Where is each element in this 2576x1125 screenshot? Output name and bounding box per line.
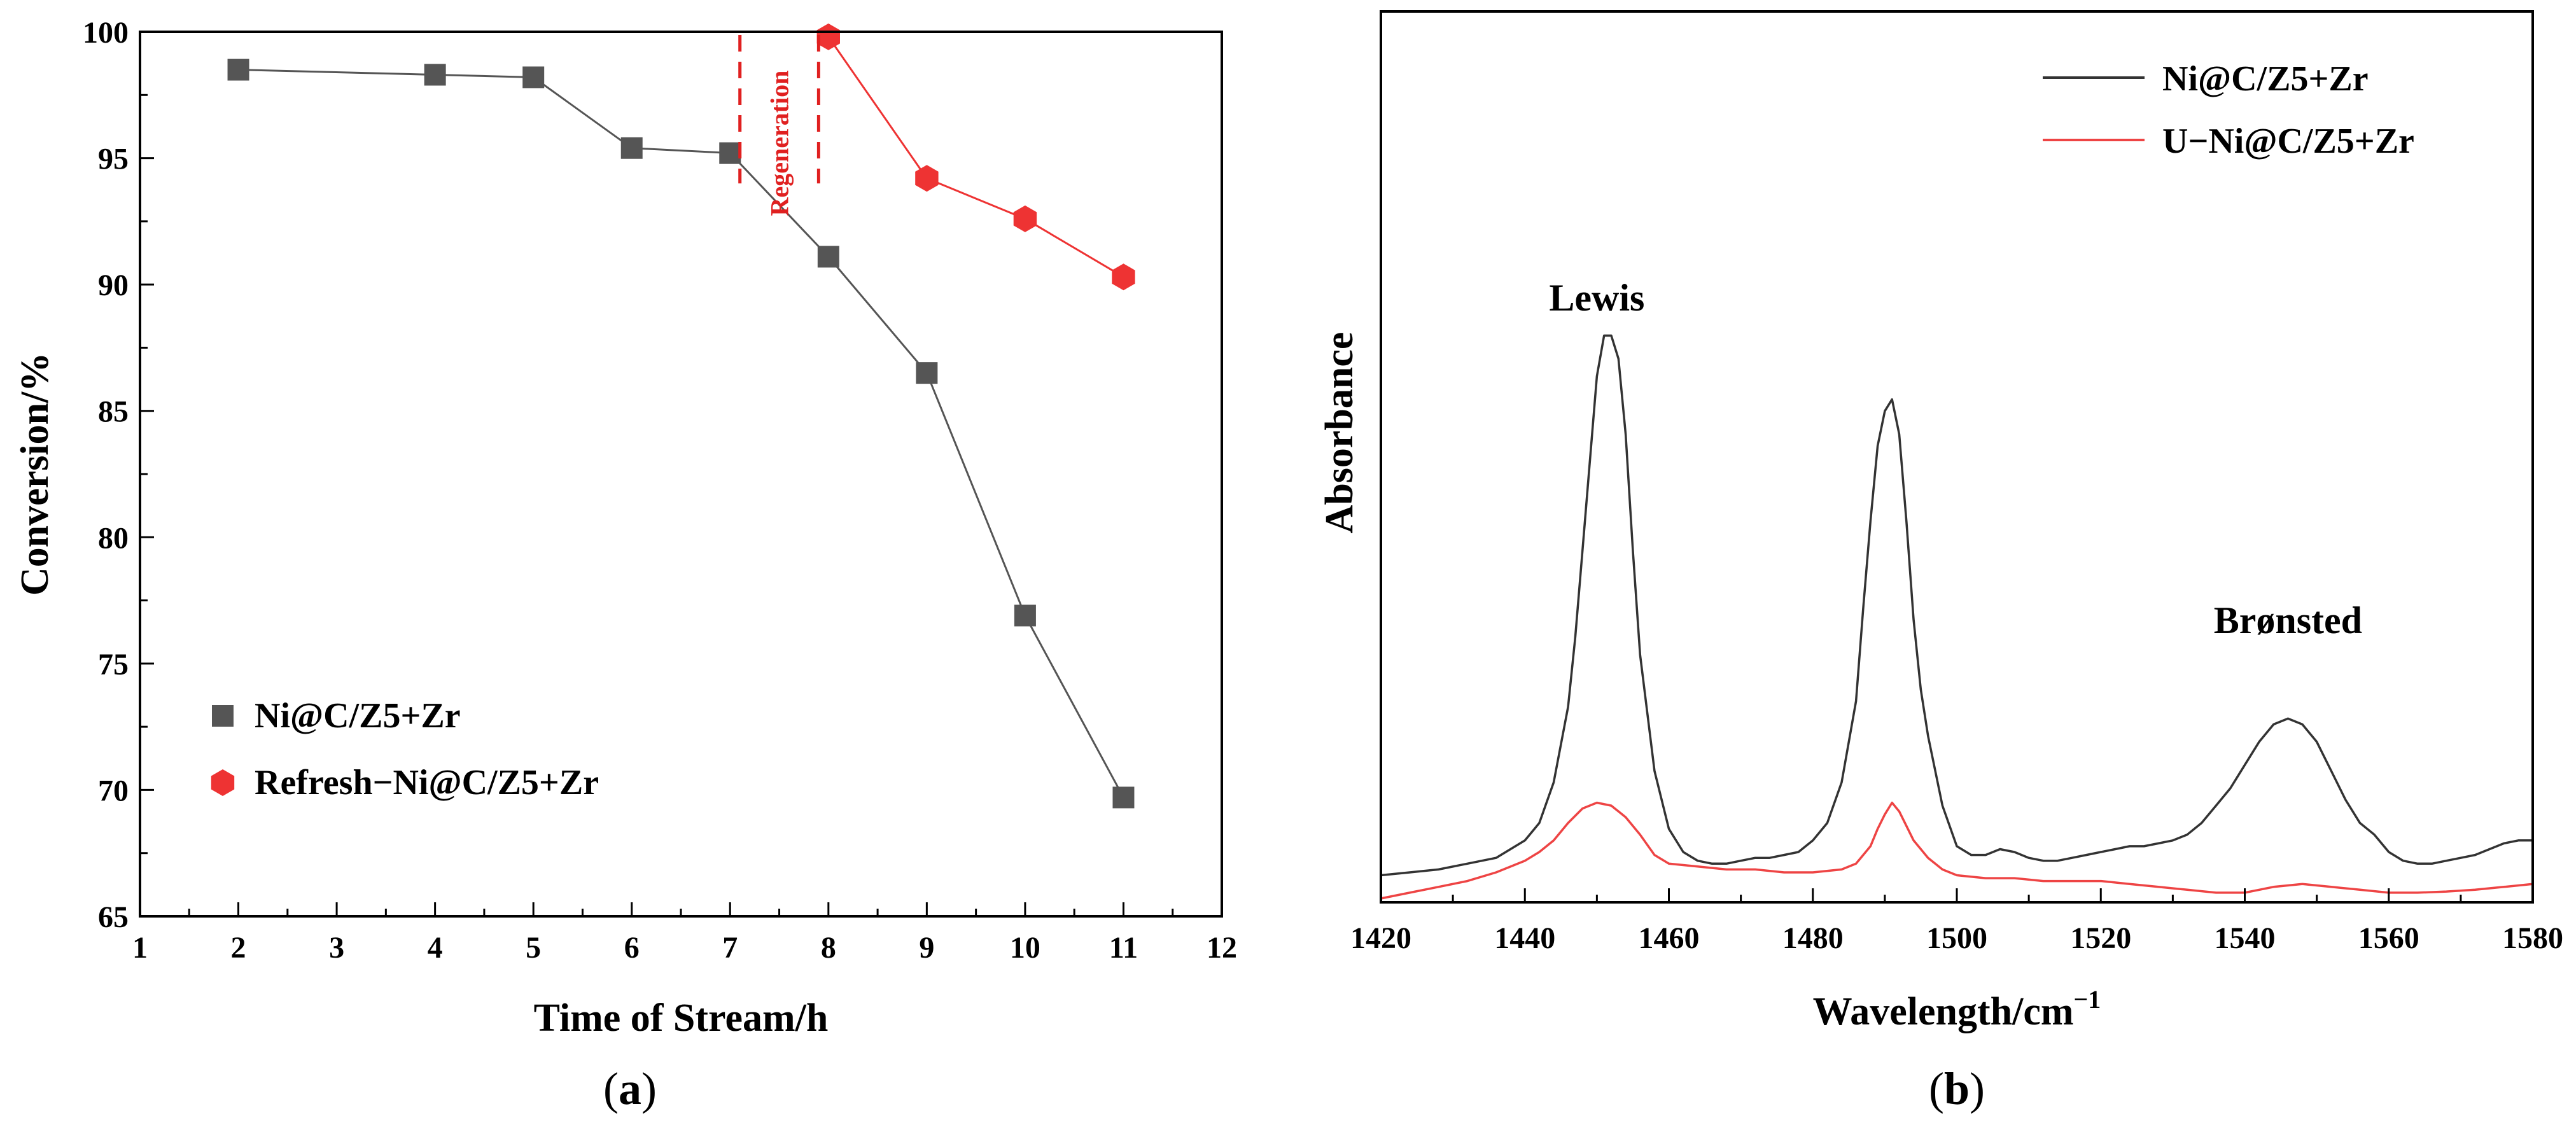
b-x-tick-label: 1580: [2502, 921, 2563, 955]
y-tick-label: 85: [98, 395, 129, 429]
legend-marker-hexagon: [211, 769, 235, 796]
data-point-square: [817, 246, 839, 268]
series-line-0: [238, 69, 1124, 799]
legend-marker-square: [212, 705, 234, 727]
x-tick-label: 2: [231, 931, 246, 965]
b-x-tick-label: 1440: [1494, 921, 1555, 955]
data-point-hexagon: [1013, 205, 1037, 232]
y-tick-label: 95: [98, 143, 129, 176]
b-x-tick-label: 1460: [1639, 921, 1700, 955]
b-x-tick-label: 1540: [2215, 921, 2276, 955]
data-point-hexagon: [915, 165, 939, 192]
data-point-square: [916, 362, 938, 384]
chart-b-x-axis-title-superscript: −1: [2074, 985, 2101, 1014]
y-tick-label: 75: [98, 648, 129, 681]
chart-b-series-lines: [1380, 334, 2533, 900]
y-tick-label: 100: [83, 16, 129, 50]
x-tick-label: 12: [1207, 931, 1237, 965]
y-tick-label: 70: [98, 774, 129, 807]
chart-a-x-axis-title: Time of Stream/h: [534, 996, 829, 1040]
panel-label-a: (a): [603, 1063, 657, 1114]
b-x-tick-label: 1560: [2358, 921, 2419, 955]
x-tick-label: 11: [1109, 931, 1138, 965]
legend-label-b-u-nicz5zr: U−Ni@C/Z5+Zr: [2162, 122, 2414, 161]
chart-b: 1420 1440 1460 1480 1500 1520 1540 1560 1580 Ni@…: [1318, 10, 2563, 1114]
data-point-hexagon: [816, 23, 840, 50]
b-x-tick-label: 1420: [1350, 921, 1411, 955]
data-point-square: [1014, 604, 1036, 627]
panel-label-a-letter: a: [619, 1063, 641, 1114]
b-x-tick-label: 1500: [1926, 921, 1987, 955]
x-tick-label: 4: [428, 931, 443, 965]
chart-a-y-ticks: 65 70 75 80 85 90 95 100: [83, 16, 154, 934]
x-tick-label: 7: [722, 931, 738, 965]
data-point-square: [424, 64, 446, 86]
chart-a-y-axis-title: Conversion/%: [13, 353, 57, 596]
data-point-square: [719, 142, 741, 164]
chart-b-x-axis-title-main: Wavelength/cm: [1813, 990, 2074, 1033]
chart-a-series-lines: [238, 36, 1124, 799]
panel-label-b-letter: b: [1944, 1063, 1970, 1114]
x-tick-label: 8: [821, 931, 836, 965]
y-tick-label: 90: [98, 269, 129, 302]
spectrum-line-1: [1380, 801, 2533, 900]
legend-label-nicz5zr: Ni@C/Z5+Zr: [255, 696, 461, 736]
chart-b-y-axis-title: Absorbance: [1318, 332, 1361, 534]
y-tick-label: 80: [98, 521, 129, 555]
b-x-tick-label: 1520: [2070, 921, 2131, 955]
regeneration-label: Regeneration: [766, 71, 794, 216]
lewis-label: Lewis: [1549, 277, 1644, 319]
bronsted-label: Brønsted: [2214, 599, 2362, 641]
data-point-square: [227, 59, 249, 81]
series-line-1: [827, 36, 1124, 278]
data-point-square: [522, 66, 545, 88]
x-tick-label: 10: [1010, 931, 1040, 965]
x-tick-label: 6: [624, 931, 640, 965]
x-tick-label: 9: [919, 931, 934, 965]
panel-label-b: (b): [1929, 1063, 1985, 1114]
x-tick-label: 3: [329, 931, 344, 965]
data-point-hexagon: [1112, 263, 1135, 291]
legend-label-refresh: Refresh−Ni@C/Z5+Zr: [255, 763, 599, 802]
x-tick-label: 1: [132, 931, 148, 965]
x-tick-label: 5: [526, 931, 541, 965]
chart-a-x-ticks: 1 2 3 4 5 6 7 8 9 10 11 12: [132, 902, 1237, 965]
data-point-square: [1112, 786, 1135, 809]
chart-b-x-ticks: 1420 1440 1460 1480 1500 1520 1540 1560 1580: [1350, 888, 2563, 955]
b-x-tick-label: 1480: [1782, 921, 1844, 955]
data-point-square: [620, 137, 643, 159]
chart-b-legend: Ni@C/Z5+Zr U−Ni@C/Z5+Zr: [2043, 59, 2414, 161]
legend-label-b-nicz5zr: Ni@C/Z5+Zr: [2162, 59, 2369, 99]
chart-b-x-axis-title: Wavelength/cm−1: [1813, 985, 2101, 1033]
spectrum-line-0: [1380, 334, 2533, 877]
y-tick-label: 65: [98, 900, 129, 934]
chart-a-markers: [227, 23, 1135, 809]
chart-a-legend: Ni@C/Z5+Zr Refresh−Ni@C/Z5+Zr: [211, 696, 599, 802]
